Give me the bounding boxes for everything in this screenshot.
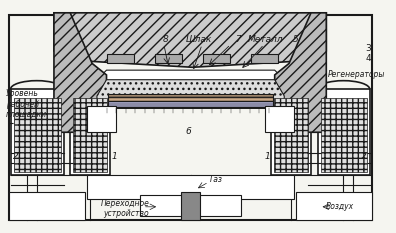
Text: Переходное
устройство: Переходное устройство <box>101 199 150 218</box>
Polygon shape <box>54 13 107 132</box>
Bar <box>318 89 370 175</box>
Text: 3: 3 <box>366 44 371 53</box>
Bar <box>203 54 230 63</box>
Bar <box>88 175 294 199</box>
Text: 4: 4 <box>366 54 371 63</box>
Bar <box>181 192 200 220</box>
Text: 8: 8 <box>163 35 169 45</box>
Bar <box>11 89 63 175</box>
Bar <box>9 192 86 220</box>
Polygon shape <box>97 80 284 108</box>
Bar <box>73 98 107 172</box>
Polygon shape <box>97 70 284 108</box>
Bar <box>107 54 134 63</box>
Polygon shape <box>109 101 273 107</box>
Polygon shape <box>54 13 326 67</box>
Text: Металл: Металл <box>248 35 283 45</box>
Text: 1: 1 <box>111 152 117 161</box>
Text: 1: 1 <box>264 152 270 161</box>
Text: Газ: Газ <box>210 175 223 184</box>
Bar <box>140 195 241 216</box>
Bar <box>88 106 116 132</box>
Bar <box>296 192 372 220</box>
Polygon shape <box>109 94 273 101</box>
Bar <box>271 89 311 175</box>
Text: 7: 7 <box>236 35 241 45</box>
Bar <box>274 98 308 172</box>
Text: Воздух: Воздух <box>326 202 354 211</box>
Polygon shape <box>275 13 326 132</box>
Bar <box>320 98 367 172</box>
Text: 6: 6 <box>186 127 192 136</box>
Text: 5: 5 <box>293 35 299 45</box>
Text: Регенераторы: Регенераторы <box>328 70 386 79</box>
Bar <box>14 98 61 172</box>
Text: 2: 2 <box>361 152 366 161</box>
Text: Шлак: Шлак <box>186 35 212 45</box>
Bar <box>251 54 278 63</box>
Text: Уровень
рабочей
площадки: Уровень рабочей площадки <box>6 89 47 119</box>
Bar <box>70 89 110 175</box>
Bar <box>265 106 294 132</box>
Text: 2: 2 <box>13 152 19 161</box>
Bar <box>155 54 182 63</box>
